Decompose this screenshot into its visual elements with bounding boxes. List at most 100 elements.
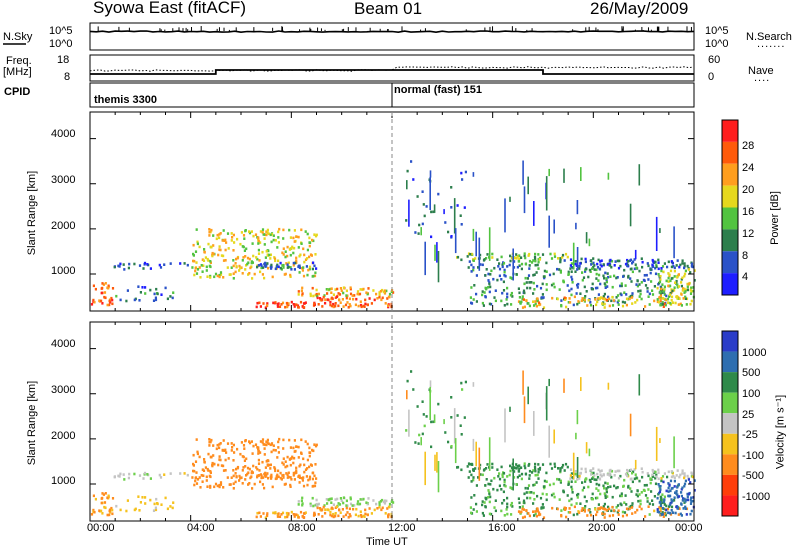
velocity-echo-cell [341, 508, 344, 511]
power-echo-cell [154, 296, 157, 300]
power-echo-cell [627, 276, 630, 279]
power-echo-cell [533, 288, 536, 291]
power-echo-cell [257, 239, 260, 243]
velocity-echo-cell [484, 484, 487, 487]
power-echo-cell [584, 270, 587, 273]
power-echo-cell [659, 294, 662, 297]
velocity-echo-cell [315, 477, 318, 480]
velocity-echo-cell [543, 486, 546, 490]
power-echo-cell [295, 235, 298, 238]
velocity-echo-cell [493, 506, 496, 509]
velocity-ytick-1000: 1000 [51, 475, 76, 487]
power-echo-cell [537, 258, 540, 261]
velocity-echo-cell [379, 500, 382, 503]
power-echo-cell [326, 292, 329, 295]
power-echo-cell [564, 252, 568, 256]
velocity-echo-cell [208, 440, 211, 444]
velocity-echo-cell [92, 508, 95, 512]
power-echo-cell [498, 267, 502, 271]
velocity-echo-cell [519, 511, 522, 514]
power-echo-cell [604, 284, 607, 287]
velocity-echo-cell [483, 468, 486, 471]
velocity-echo-cell [644, 494, 648, 497]
velocity-echo-cell [210, 455, 213, 459]
velocity-echo-cell [518, 501, 521, 505]
velocity-echo-cell [680, 503, 683, 506]
power-echo-cell [689, 288, 692, 292]
velocity-echo-cell [232, 487, 235, 490]
power-echo-cell [668, 273, 671, 277]
power-echo-cell [691, 265, 694, 269]
power-echo-cell [209, 260, 212, 263]
power-echo-cell [518, 291, 521, 295]
velocity-echo-cell [625, 503, 628, 506]
power-echo-cell [503, 270, 506, 274]
noise-search-legend: ....... [757, 38, 786, 50]
power-echo-cell [563, 259, 566, 262]
velocity-echo-cell [534, 467, 537, 471]
power-echo-cell [585, 267, 588, 271]
power-echo-cell [605, 277, 608, 280]
velocity-echo-cell [511, 505, 514, 508]
power-echo-cell [464, 170, 467, 174]
power-echo-cell [580, 257, 583, 261]
power-echo-cell [245, 264, 248, 267]
power-echo-cell [349, 287, 352, 291]
power-echo-cell [537, 267, 540, 270]
velocity-echo-cell [264, 466, 267, 469]
velocity-echo-cell [313, 474, 316, 478]
velocity-echo-cell [205, 479, 208, 482]
power-echo-cell [565, 305, 568, 309]
velocity-echo-cell [619, 494, 622, 498]
velocity-echo-cell [646, 497, 649, 500]
velocity-echo-cell [241, 455, 244, 458]
velocity-echo-cell [248, 467, 251, 471]
power-echo-cell [656, 300, 659, 304]
velocity-echo-cell [211, 461, 214, 465]
velocity-echo-cell [239, 476, 242, 480]
power-echo-cell [199, 276, 202, 279]
freq-tick-low: 8 [64, 71, 71, 83]
velocity-echo-streak [563, 378, 565, 393]
power-echo-cell [532, 300, 535, 303]
velocity-echo-cell [339, 511, 342, 514]
power-echo-cell [304, 301, 307, 304]
power-echo-cell [659, 275, 662, 278]
power-echo-cell [483, 258, 486, 261]
power-echo-cell [491, 252, 494, 256]
velocity-echo-cell [683, 497, 686, 501]
velocity-echo-cell [241, 482, 244, 485]
velocity-echo-cell [209, 484, 212, 488]
power-echo-cell [502, 289, 506, 292]
velocity-echo-cell [423, 424, 426, 428]
power-echo-cell [537, 253, 540, 256]
power-echo-cell [585, 290, 588, 293]
velocity-echo-cell [202, 469, 206, 472]
velocity-echo-cell [469, 506, 472, 509]
velocity-echo-cell [633, 477, 636, 481]
power-echo-cell [602, 295, 605, 298]
velocity-echo-cell [358, 502, 362, 506]
velocity-echo-cell [537, 463, 540, 466]
power-echo-cell [561, 253, 565, 257]
power-echo-cell [292, 264, 295, 267]
velocity-echo-cell [686, 495, 689, 499]
power-echo-cell [683, 264, 686, 268]
power-echo-cell [689, 271, 692, 274]
velocity-echo-cell [528, 477, 531, 480]
velocity-echo-cell [281, 461, 284, 465]
power-echo-cell [594, 298, 597, 301]
power-echo-cell [212, 234, 215, 237]
power-echo-cell [638, 295, 641, 298]
velocity-echo-cell [530, 491, 533, 494]
beam-title: Beam 01 [354, 0, 423, 18]
velocity-echo-cell [264, 516, 267, 519]
velocity-echo-cell [412, 388, 415, 391]
velocity-echo-cell [590, 469, 593, 472]
velocity-echo-cell [545, 498, 548, 502]
power-echo-cell [576, 286, 579, 289]
velocity-echo-cell [214, 482, 218, 486]
velocity-echo-cell [613, 474, 616, 477]
velocity-echo-cell [166, 507, 169, 511]
power-echo-cell [676, 296, 679, 300]
